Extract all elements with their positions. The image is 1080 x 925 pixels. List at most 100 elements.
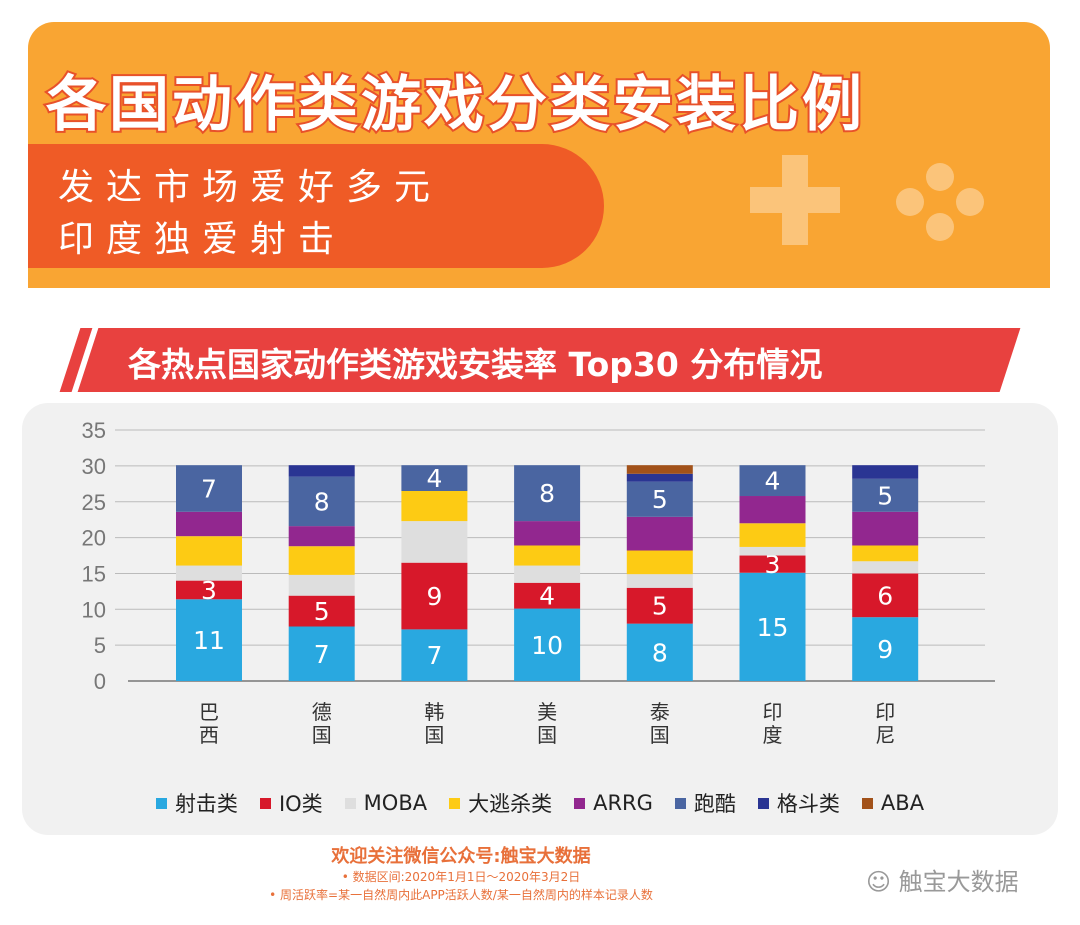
subtitle-pill: 发达市场爱好多元 印度独爱射击 (28, 144, 604, 268)
bar-segment (514, 545, 581, 566)
x-tick-label: 国 (312, 723, 332, 747)
gamepad-icon (750, 155, 984, 245)
data-label: 5 (652, 485, 668, 514)
bar-segment (401, 490, 468, 522)
bar-segment (626, 465, 693, 474)
x-tick-label: 国 (650, 723, 670, 747)
legend-item: IO类 (259, 788, 323, 818)
watermark-text: 触宝大数据 (898, 868, 1019, 896)
bar-segment (176, 511, 242, 537)
x-tick-label: 韩 (424, 700, 444, 724)
bar-segment (176, 599, 242, 681)
bar-segment (176, 580, 242, 600)
bar-segment (288, 465, 355, 477)
bar-segment (626, 473, 693, 482)
y-tick-label: 35 (82, 418, 106, 443)
legend-item: 格斗类 (757, 788, 840, 818)
data-label: 4 (765, 467, 781, 496)
footer: 欢迎关注微信公众号:触宝大数据 • 数据区间:2020年1月1日～2020年3月… (0, 842, 1080, 904)
bar-segment (852, 617, 919, 681)
bar-segment (626, 550, 693, 575)
legend-label: 跑酷 (693, 792, 736, 816)
data-label: 8 (314, 487, 330, 516)
bar-segment (514, 565, 581, 583)
bar-segment (514, 521, 581, 546)
x-tick-label: 泰 (650, 700, 670, 724)
data-label: 5 (877, 481, 893, 510)
bar-segment (626, 574, 693, 588)
bar-segment (626, 587, 693, 624)
legend-swatch (155, 797, 167, 809)
legend-label: IO类 (278, 792, 323, 816)
bar-segment (739, 546, 806, 556)
legend-label: 大逃杀类 (468, 792, 553, 816)
data-label: 3 (201, 576, 217, 605)
legend-label: MOBA (363, 791, 428, 815)
bar-segment (288, 526, 355, 547)
subtitle-line: 印度独爱射击 (58, 219, 347, 260)
bar-segment (739, 496, 806, 524)
legend-swatch (757, 797, 769, 809)
bar-segment (514, 465, 581, 522)
y-tick-label: 25 (82, 490, 106, 515)
data-label: 8 (652, 638, 668, 667)
x-tick-label: 度 (763, 723, 783, 747)
date-range-note: • 数据区间:2020年1月1日～2020年3月2日 (341, 870, 581, 884)
bar-segment (288, 626, 355, 681)
data-label: 7 (201, 474, 217, 503)
x-tick-label: 西 (199, 723, 219, 747)
bar-segment (852, 465, 919, 479)
bar-segment (852, 545, 919, 562)
data-label: 10 (531, 631, 563, 660)
data-label: 6 (877, 581, 893, 610)
data-label: 5 (652, 592, 668, 621)
y-tick-label: 5 (94, 633, 106, 658)
legend-item: 跑酷 (674, 788, 736, 818)
bar-segment (852, 561, 919, 574)
legend-label: 射击类 (174, 792, 238, 816)
bar-segment (739, 523, 806, 547)
bar-segment (852, 573, 919, 618)
chart-title: 各热点国家动作类游戏安装率 Top30 分布情况 (128, 345, 823, 384)
x-tick-label: 印 (763, 700, 783, 724)
legend-swatch (674, 797, 686, 809)
legend-swatch (344, 797, 356, 809)
legend-swatch (449, 797, 461, 809)
data-label: 3 (765, 550, 781, 579)
legend: 射击类 IO类 MOBA 大逃杀类 ARRG 跑酷 格斗类 ABA (0, 788, 1080, 818)
legend-label: ABA (880, 791, 925, 815)
bar-segment (176, 536, 242, 566)
legend-swatch (259, 797, 271, 809)
bar-segment (401, 465, 468, 491)
data-label: 9 (877, 635, 893, 664)
bar-segment (401, 562, 468, 630)
bar-segment (176, 565, 242, 581)
y-tick-label: 30 (82, 454, 106, 479)
bar-segment (401, 629, 468, 681)
bar-segment (626, 481, 693, 517)
bar-segment (514, 608, 581, 681)
legend-item: ARRG (574, 788, 653, 818)
page-title: 各国动作类游戏分类安装比例 (44, 68, 865, 142)
legend-label: ARRG (593, 791, 653, 815)
legend-item: ABA (861, 788, 925, 818)
x-tick-label: 美 (537, 700, 557, 724)
legend-label: 格斗类 (776, 792, 840, 816)
data-label: 9 (426, 582, 442, 611)
x-tick-label: 巴 (199, 700, 219, 724)
x-tick-label: 尼 (875, 723, 895, 747)
follow-text: 欢迎关注微信公众号:触宝大数据 (331, 846, 591, 867)
data-label: 7 (426, 641, 442, 670)
bar-segment (176, 465, 242, 512)
bar-segment (288, 546, 355, 575)
bar-segment (288, 574, 355, 596)
wechat-watermark: ☺ 触宝大数据 (866, 862, 1019, 897)
bar-segment (288, 476, 355, 527)
wechat-icon: ☺ (866, 868, 892, 896)
legend-item: 大逃杀类 (449, 788, 552, 818)
bar-segment (739, 465, 806, 497)
legend-swatch (574, 797, 586, 809)
data-label: 7 (314, 640, 330, 669)
stacked-bar-chart: 051015202530351137巴西758德国794韩国1048美国855泰… (82, 418, 995, 747)
y-tick-label: 0 (94, 669, 106, 694)
